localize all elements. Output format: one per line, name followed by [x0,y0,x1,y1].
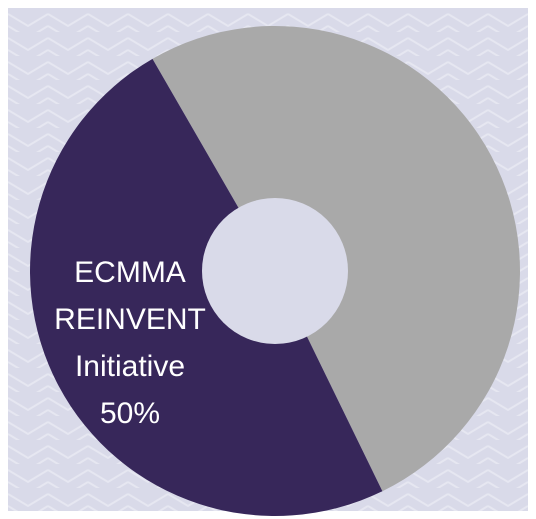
donut-hole [202,198,348,344]
slice-label-line-2: REINVENT [54,303,206,336]
slice-label-line-3: Initiative [75,350,185,383]
slice-label-line-4: 50% [100,397,160,430]
slice-label-line-1: ECMMA [74,256,186,289]
labels-layer: ECMMA REINVENT Initiative 50% [54,256,206,430]
